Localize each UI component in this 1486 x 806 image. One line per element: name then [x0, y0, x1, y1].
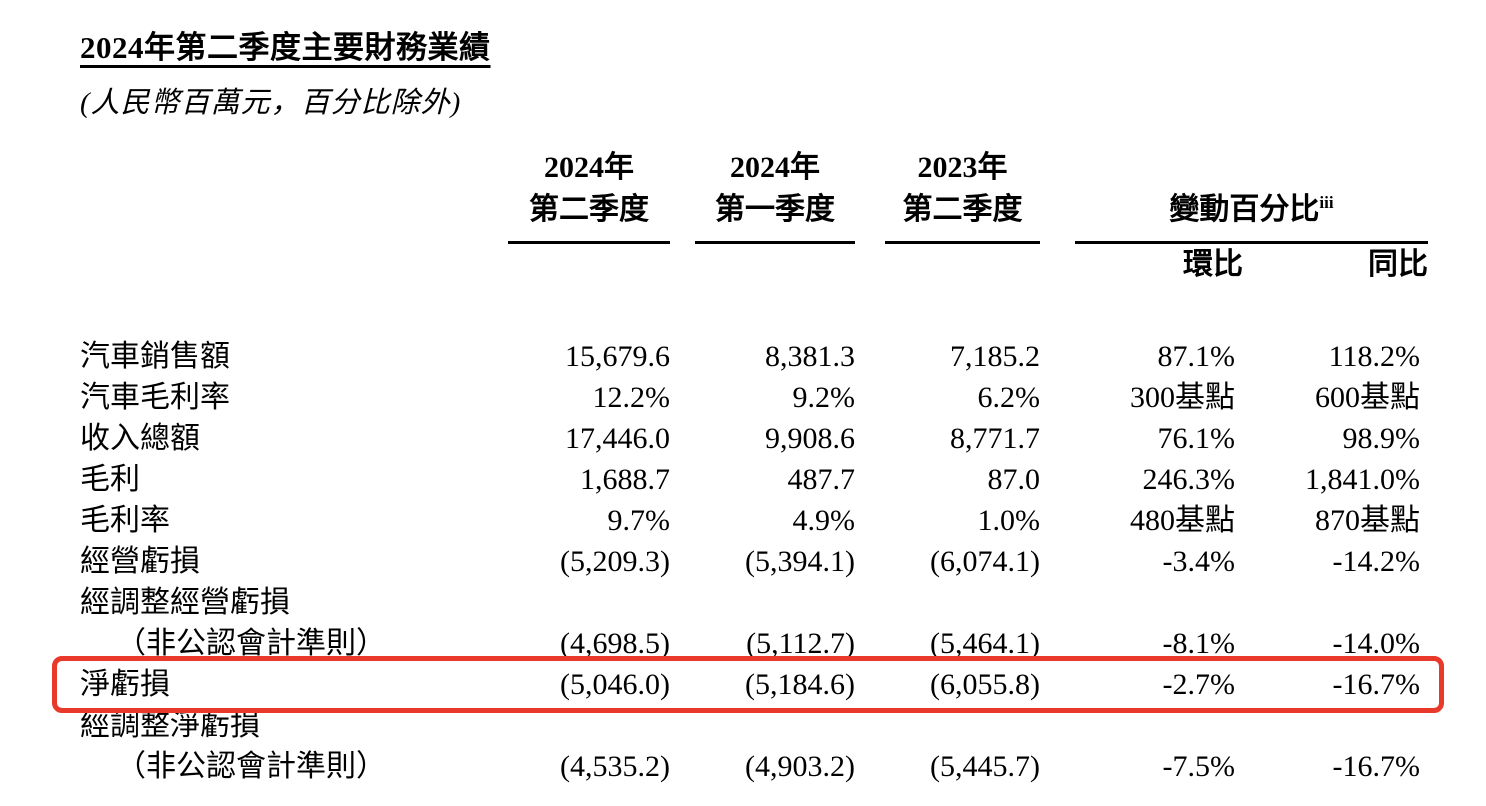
cell-qoq: 480基點 [1130, 504, 1235, 537]
cell-2023-q2: (6,074.1) [930, 545, 1040, 578]
row-label: 經營虧損 [80, 545, 200, 578]
cell-qoq: 246.3% [1142, 463, 1236, 496]
row-label: （非公認會計準則） [116, 750, 386, 783]
cell-2024-q2: 15,679.6 [565, 340, 670, 373]
cell-2023-q2 [863, 705, 1048, 746]
cell-2024-q2: 9.7% [607, 504, 671, 537]
cell-2024-q2 [508, 582, 678, 623]
cell-2024-q1: (5,112.7) [746, 627, 855, 660]
row-label: 汽車毛利率 [80, 381, 230, 414]
col-header-qoq: 環比 [1183, 248, 1243, 281]
cell-2024-q2 [508, 705, 678, 746]
row-label: （非公認會計準則） [116, 627, 386, 660]
cell-yoy: 98.9% [1342, 422, 1421, 455]
row-label: 毛利率 [80, 504, 170, 537]
cell-2024-q1: 9.2% [792, 381, 856, 414]
cell-2023-q2: 8,771.7 [950, 422, 1040, 455]
table-row-adjusted-operating-loss-label: 經調整經營虧損 [80, 582, 1428, 623]
change-header-footnote: iii [1319, 193, 1334, 212]
table-row-operating-loss: 經營虧損 (5,209.3) (5,394.1) (6,074.1) -3.4%… [80, 541, 1428, 582]
cell-2024-q2: (5,209.3) [560, 545, 670, 578]
row-label: 經調整淨虧損 [80, 709, 260, 742]
cell-2023-q2: (5,445.7) [930, 750, 1040, 783]
cell-2024-q1: (5,394.1) [745, 545, 855, 578]
cell-2024-q1: 8,381.3 [765, 340, 855, 373]
col-header-2024-q2: 2024年 第二季度 [508, 147, 678, 244]
col-header-2024-q1-line2: 第一季度 [715, 193, 835, 226]
cell-2023-q2: (6,055.8) [930, 668, 1040, 701]
col-header-2023-q2-line2: 第二季度 [902, 193, 1023, 226]
cell-2024-q2: (5,046.0) [560, 668, 670, 701]
cell-yoy [1243, 705, 1428, 746]
col-header-2024-q1: 2024年 第一季度 [678, 147, 863, 244]
col-header-2024-q1-line1: 2024年 [730, 151, 820, 184]
row-label: 收入總額 [80, 422, 200, 455]
table-row-adjusted-net-loss-label: 經調整淨虧損 [80, 705, 1428, 746]
col-header-2024-q2-line1: 2024年 [544, 151, 634, 184]
cell-2023-q2: 7,185.2 [950, 340, 1040, 373]
cell-2024-q2: (4,698.5) [560, 627, 670, 660]
cell-2024-q1: 9,908.6 [765, 422, 855, 455]
table-row-adjusted-operating-loss-values: （非公認會計準則） (4,698.5) (5,112.7) (5,464.1) … [80, 623, 1428, 664]
table-row-vehicle-sales: 汽車銷售額 15,679.6 8,381.3 7,185.2 87.1% 118… [80, 286, 1428, 377]
page-subtitle: (人民幣百萬元，百分比除外) [80, 87, 462, 119]
cell-yoy [1243, 582, 1428, 623]
col-header-2023-q2: 2023年 第二季度 [863, 147, 1048, 244]
table-row-gross-margin: 毛利率 9.7% 4.9% 1.0% 480基點 870基點 [80, 500, 1428, 541]
cell-yoy: -14.0% [1332, 627, 1420, 660]
col-header-2023-q2-line1: 2023年 [917, 151, 1008, 184]
cell-yoy: 118.2% [1328, 340, 1420, 373]
cell-2023-q2: 87.0 [987, 463, 1041, 496]
cell-2023-q2 [863, 582, 1048, 623]
header-row-subcolumns: 環比 同比 [80, 244, 1428, 286]
cell-yoy: 600基點 [1315, 381, 1420, 414]
cell-2024-q1 [678, 582, 863, 623]
table-row-net-loss: 淨虧損 (5,046.0) (5,184.6) (6,055.8) -2.7% … [80, 664, 1428, 705]
row-label: 經調整經營虧損 [80, 586, 290, 619]
cell-yoy: -16.7% [1332, 750, 1420, 783]
cell-qoq [1048, 582, 1243, 623]
header-label-spacer [80, 147, 508, 244]
cell-2024-q1: (4,903.2) [745, 750, 855, 783]
cell-qoq: -8.1% [1162, 627, 1235, 660]
cell-2024-q1: 4.9% [792, 504, 856, 537]
table-row-adjusted-net-loss-values: （非公認會計準則） (4,535.2) (4,903.2) (5,445.7) … [80, 746, 1428, 787]
cell-qoq: -7.5% [1162, 750, 1235, 783]
cell-2024-q2: 17,446.0 [565, 422, 670, 455]
table-row-vehicle-margin: 汽車毛利率 12.2% 9.2% 6.2% 300基點 600基點 [80, 377, 1428, 418]
table-row-total-revenue: 收入總額 17,446.0 9,908.6 8,771.7 76.1% 98.9… [80, 418, 1428, 459]
cell-qoq [1048, 705, 1243, 746]
cell-2024-q2: 1,688.7 [580, 463, 670, 496]
change-header-label: 變動百分比 [1169, 193, 1320, 226]
cell-qoq: -2.7% [1162, 668, 1235, 701]
cell-2024-q1: 487.7 [787, 463, 856, 496]
cell-2024-q2: (4,535.2) [560, 750, 670, 783]
table-row-gross-profit: 毛利 1,688.7 487.7 87.0 246.3% 1,841.0% [80, 459, 1428, 500]
col-header-change-percentage: 變動百分比iii [1048, 147, 1428, 244]
cell-yoy: 870基點 [1315, 504, 1420, 537]
cell-qoq: 76.1% [1157, 422, 1236, 455]
col-header-yoy: 同比 [1368, 248, 1428, 281]
cell-2023-q2: 1.0% [977, 504, 1041, 537]
cell-yoy: -14.2% [1332, 545, 1420, 578]
col-header-2024-q2-line2: 第二季度 [529, 193, 649, 226]
financial-results-table: 2024年 第二季度 2024年 第一季度 2023年 第二季度 [80, 147, 1428, 787]
header-row-periods: 2024年 第二季度 2024年 第一季度 2023年 第二季度 [80, 147, 1428, 244]
cell-qoq: 87.1% [1157, 340, 1236, 373]
cell-yoy: -16.7% [1332, 668, 1420, 701]
cell-qoq: 300基點 [1130, 381, 1235, 414]
row-label: 毛利 [80, 463, 140, 496]
page-title: 2024年第二季度主要財務業績 [80, 30, 491, 65]
cell-2024-q2: 12.2% [592, 381, 671, 414]
cell-2024-q1 [678, 705, 863, 746]
cell-yoy: 1,841.0% [1305, 463, 1420, 496]
row-label: 淨虧損 [80, 668, 170, 701]
cell-2024-q1: (5,184.6) [745, 668, 855, 701]
cell-2023-q2: 6.2% [977, 381, 1041, 414]
cell-qoq: -3.4% [1162, 545, 1235, 578]
row-label: 汽車銷售額 [80, 340, 230, 373]
cell-2023-q2: (5,464.1) [930, 627, 1040, 660]
